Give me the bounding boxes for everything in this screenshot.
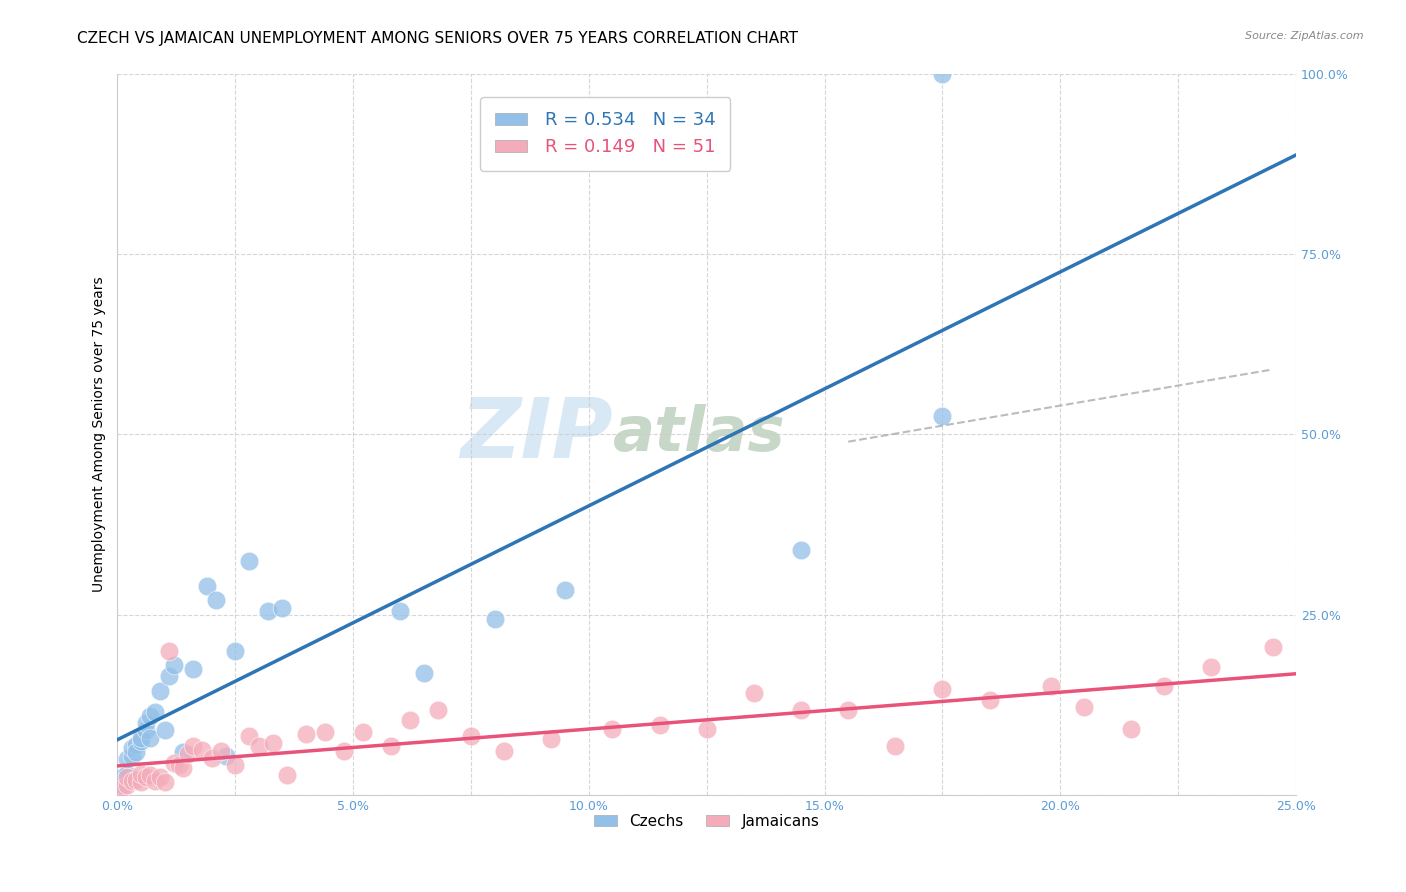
Point: [205, 593, 228, 607]
Point: [484, 611, 506, 625]
Point: [167, 758, 190, 772]
Point: [139, 709, 162, 723]
Point: [931, 681, 953, 696]
Point: [111, 778, 134, 792]
Point: [389, 604, 412, 618]
Point: [115, 778, 138, 792]
Point: [427, 703, 450, 717]
Y-axis label: Unemployment Among Seniors over 75 years: Unemployment Among Seniors over 75 years: [93, 277, 107, 592]
Point: [314, 724, 336, 739]
Point: [215, 748, 238, 763]
Point: [742, 686, 765, 700]
Point: [398, 713, 420, 727]
Point: [276, 768, 298, 782]
Point: [115, 752, 138, 766]
Text: Source: ZipAtlas.com: Source: ZipAtlas.com: [1246, 31, 1364, 41]
Point: [149, 683, 172, 698]
Point: [224, 758, 246, 772]
Point: [648, 717, 671, 731]
Point: [1199, 660, 1222, 674]
Point: [790, 543, 813, 558]
Point: [181, 739, 204, 754]
Point: [157, 669, 180, 683]
Point: [143, 774, 166, 789]
Point: [121, 774, 143, 789]
Point: [271, 600, 294, 615]
Point: [931, 66, 953, 80]
Point: [135, 716, 157, 731]
Point: [195, 579, 218, 593]
Point: [412, 665, 434, 680]
Point: [352, 724, 374, 739]
Point: [129, 775, 152, 789]
Point: [172, 745, 194, 759]
Text: CZECH VS JAMAICAN UNEMPLOYMENT AMONG SENIORS OVER 75 YEARS CORRELATION CHART: CZECH VS JAMAICAN UNEMPLOYMENT AMONG SEN…: [77, 31, 799, 46]
Point: [172, 761, 194, 775]
Point: [139, 768, 162, 782]
Point: [380, 739, 402, 754]
Point: [111, 770, 134, 784]
Point: [135, 770, 157, 784]
Text: atlas: atlas: [613, 404, 785, 465]
Point: [125, 745, 148, 759]
Text: ZIP: ZIP: [460, 394, 613, 475]
Point: [153, 723, 176, 738]
Point: [1119, 722, 1142, 736]
Point: [121, 741, 143, 756]
Point: [163, 658, 186, 673]
Point: [177, 747, 200, 761]
Legend: Czechs, Jamaicans: Czechs, Jamaicans: [588, 807, 825, 835]
Point: [790, 703, 813, 717]
Point: [332, 744, 354, 758]
Point: [238, 554, 260, 568]
Point: [247, 739, 270, 754]
Point: [129, 734, 152, 748]
Point: [209, 744, 232, 758]
Point: [1073, 700, 1095, 714]
Point: [1153, 679, 1175, 693]
Point: [149, 770, 172, 784]
Point: [121, 748, 143, 763]
Point: [257, 604, 280, 618]
Point: [125, 772, 148, 787]
Point: [224, 644, 246, 658]
Point: [135, 723, 157, 738]
Point: [238, 729, 260, 743]
Point: [115, 770, 138, 784]
Point: [460, 729, 482, 743]
Point: [262, 736, 284, 750]
Point: [163, 756, 186, 770]
Point: [540, 732, 562, 747]
Point: [115, 766, 138, 780]
Point: [129, 766, 152, 780]
Point: [157, 644, 180, 658]
Point: [837, 703, 859, 717]
Point: [129, 731, 152, 745]
Point: [1261, 640, 1284, 655]
Point: [201, 751, 224, 765]
Point: [884, 739, 907, 754]
Point: [602, 722, 624, 736]
Point: [931, 409, 953, 424]
Point: [181, 662, 204, 676]
Point: [1039, 679, 1062, 693]
Point: [295, 727, 318, 741]
Point: [153, 775, 176, 789]
Point: [696, 722, 718, 736]
Point: [554, 582, 576, 597]
Point: [492, 744, 515, 758]
Point: [139, 731, 162, 745]
Point: [111, 781, 134, 796]
Point: [191, 743, 214, 757]
Point: [979, 693, 1001, 707]
Point: [143, 706, 166, 720]
Point: [125, 738, 148, 752]
